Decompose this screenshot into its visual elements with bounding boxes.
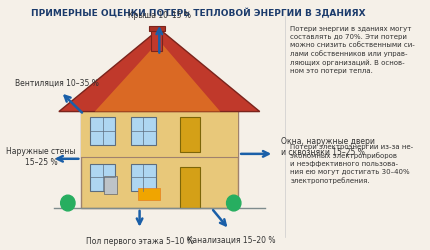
FancyBboxPatch shape bbox=[151, 29, 162, 50]
Text: Окна, наружные двери
и сквозняки 15–25 %: Окна, наружные двери и сквозняки 15–25 % bbox=[281, 137, 375, 157]
Text: Потери энергии в зданиях могут
составлять до 70%. Эти потери
можно снизить собст: Потери энергии в зданиях могут составлят… bbox=[290, 26, 415, 74]
FancyBboxPatch shape bbox=[90, 164, 115, 191]
FancyBboxPatch shape bbox=[138, 188, 160, 200]
Text: ПРИМЕРНЫЕ ОЦЕНКИ ПОТЕРЬ ТЕПЛОВОЙ ЭНЕРГИИ В ЗДАНИЯХ: ПРИМЕРНЫЕ ОЦЕНКИ ПОТЕРЬ ТЕПЛОВОЙ ЭНЕРГИИ… bbox=[31, 8, 365, 18]
Polygon shape bbox=[95, 41, 220, 112]
FancyBboxPatch shape bbox=[104, 176, 117, 194]
Circle shape bbox=[227, 195, 241, 211]
FancyBboxPatch shape bbox=[81, 110, 238, 157]
Text: Пол первого этажа 5–10 %: Пол первого этажа 5–10 % bbox=[86, 238, 194, 246]
FancyBboxPatch shape bbox=[131, 164, 156, 191]
FancyBboxPatch shape bbox=[180, 118, 200, 152]
Text: Потери электроэнергии из-за не-
экономных электроприборов
и неэффективного польз: Потери электроэнергии из-за не- экономны… bbox=[290, 144, 413, 184]
Text: Вентиляция 10–35 %: Вентиляция 10–35 % bbox=[15, 79, 99, 88]
FancyBboxPatch shape bbox=[90, 118, 115, 145]
FancyBboxPatch shape bbox=[148, 26, 165, 31]
Polygon shape bbox=[59, 29, 260, 112]
FancyBboxPatch shape bbox=[81, 110, 238, 208]
Text: Канализация 15–20 %: Канализация 15–20 % bbox=[187, 236, 275, 244]
FancyBboxPatch shape bbox=[180, 167, 200, 208]
Circle shape bbox=[61, 195, 75, 211]
Text: Наружные стены
15–25 %: Наружные стены 15–25 % bbox=[6, 147, 76, 167]
FancyBboxPatch shape bbox=[131, 118, 156, 145]
Text: Крыша 10–15 %: Крыша 10–15 % bbox=[128, 11, 191, 20]
